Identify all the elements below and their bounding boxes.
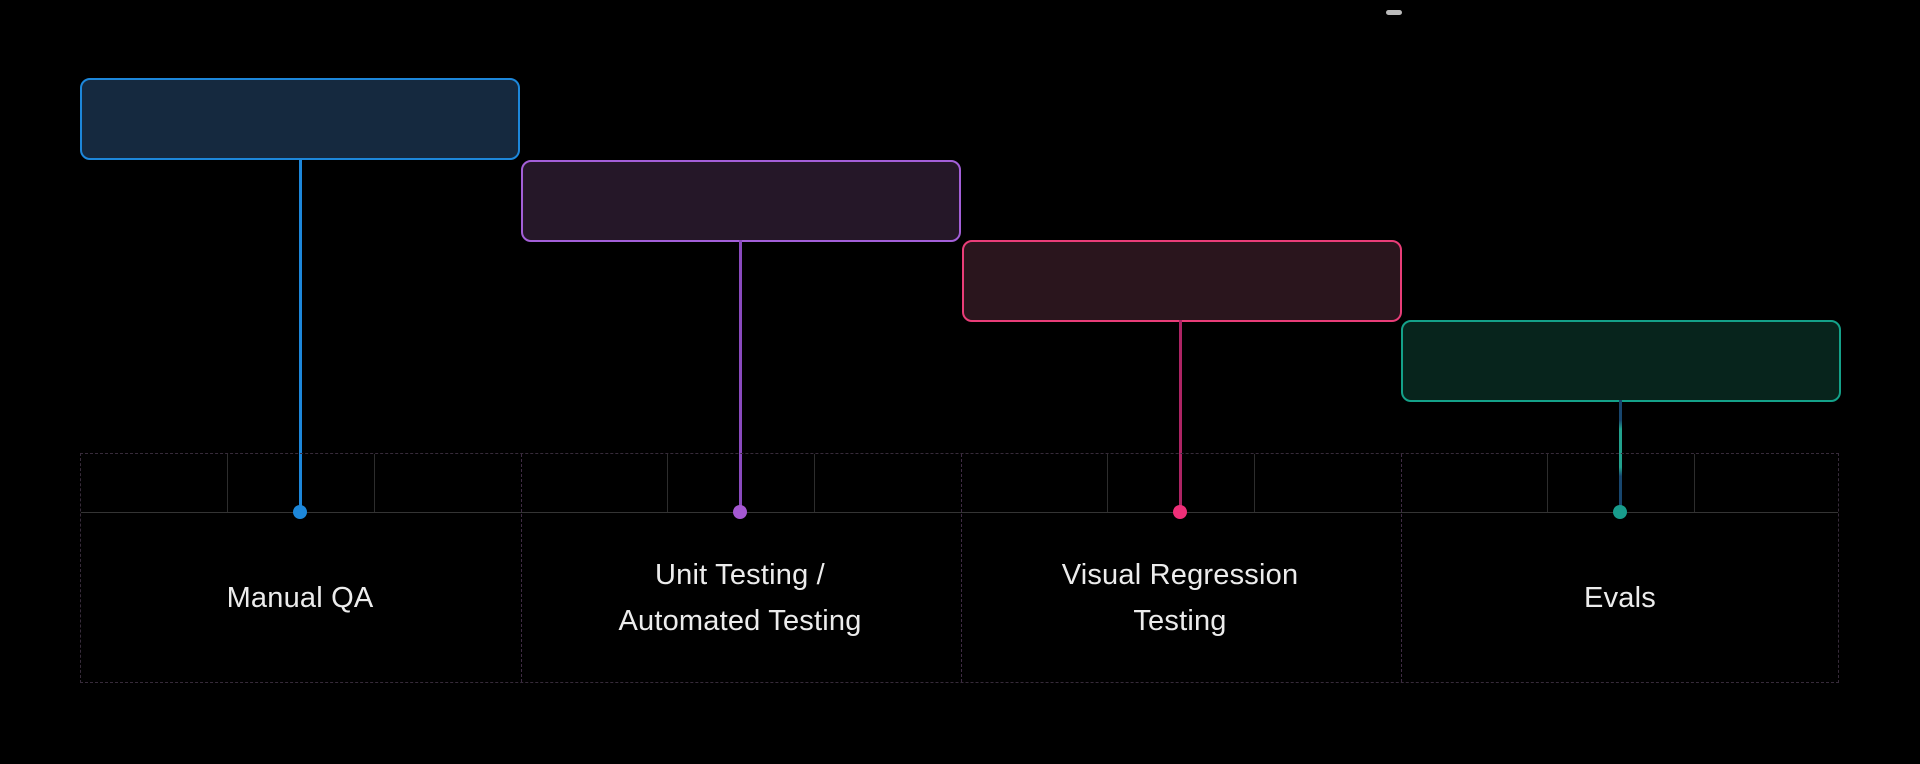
timeline-ruler bbox=[80, 453, 1839, 683]
stage-label-visual-regression: Visual Regression Testing bbox=[1061, 558, 1299, 637]
timeline-tick bbox=[1694, 454, 1695, 512]
stage-connector-line bbox=[739, 240, 742, 512]
timeline-dot bbox=[1173, 505, 1187, 519]
stage-label-unit-testing: Unit Testing / Automated Testing bbox=[618, 558, 862, 637]
timeline-tick bbox=[1547, 454, 1548, 512]
timeline-axis bbox=[81, 512, 1838, 513]
timeline-dot bbox=[293, 505, 307, 519]
stage-box-unit-testing bbox=[521, 160, 961, 242]
timeline-dot bbox=[1613, 505, 1627, 519]
stage-connector-line bbox=[1179, 320, 1182, 512]
stage-box-manual-qa bbox=[80, 78, 520, 160]
stage-box-evals bbox=[1401, 320, 1841, 402]
timeline-dot bbox=[733, 505, 747, 519]
stage-connector-line bbox=[1619, 400, 1622, 512]
small-dash-artifact bbox=[1386, 10, 1402, 15]
timeline-tick bbox=[374, 454, 375, 512]
timeline-tick bbox=[667, 454, 668, 512]
stage-box-visual-regression bbox=[962, 240, 1402, 322]
timeline-tick bbox=[1107, 454, 1108, 512]
section-separator bbox=[1401, 454, 1402, 682]
stage-label-evals: Evals bbox=[1584, 581, 1656, 614]
timeline-tick bbox=[227, 454, 228, 512]
timeline-tick bbox=[814, 454, 815, 512]
section-separator bbox=[961, 454, 962, 682]
stage-label-manual-qa: Manual QA bbox=[226, 581, 374, 614]
section-separator bbox=[521, 454, 522, 682]
stage-connector-line bbox=[299, 158, 302, 512]
timeline-tick bbox=[1254, 454, 1255, 512]
